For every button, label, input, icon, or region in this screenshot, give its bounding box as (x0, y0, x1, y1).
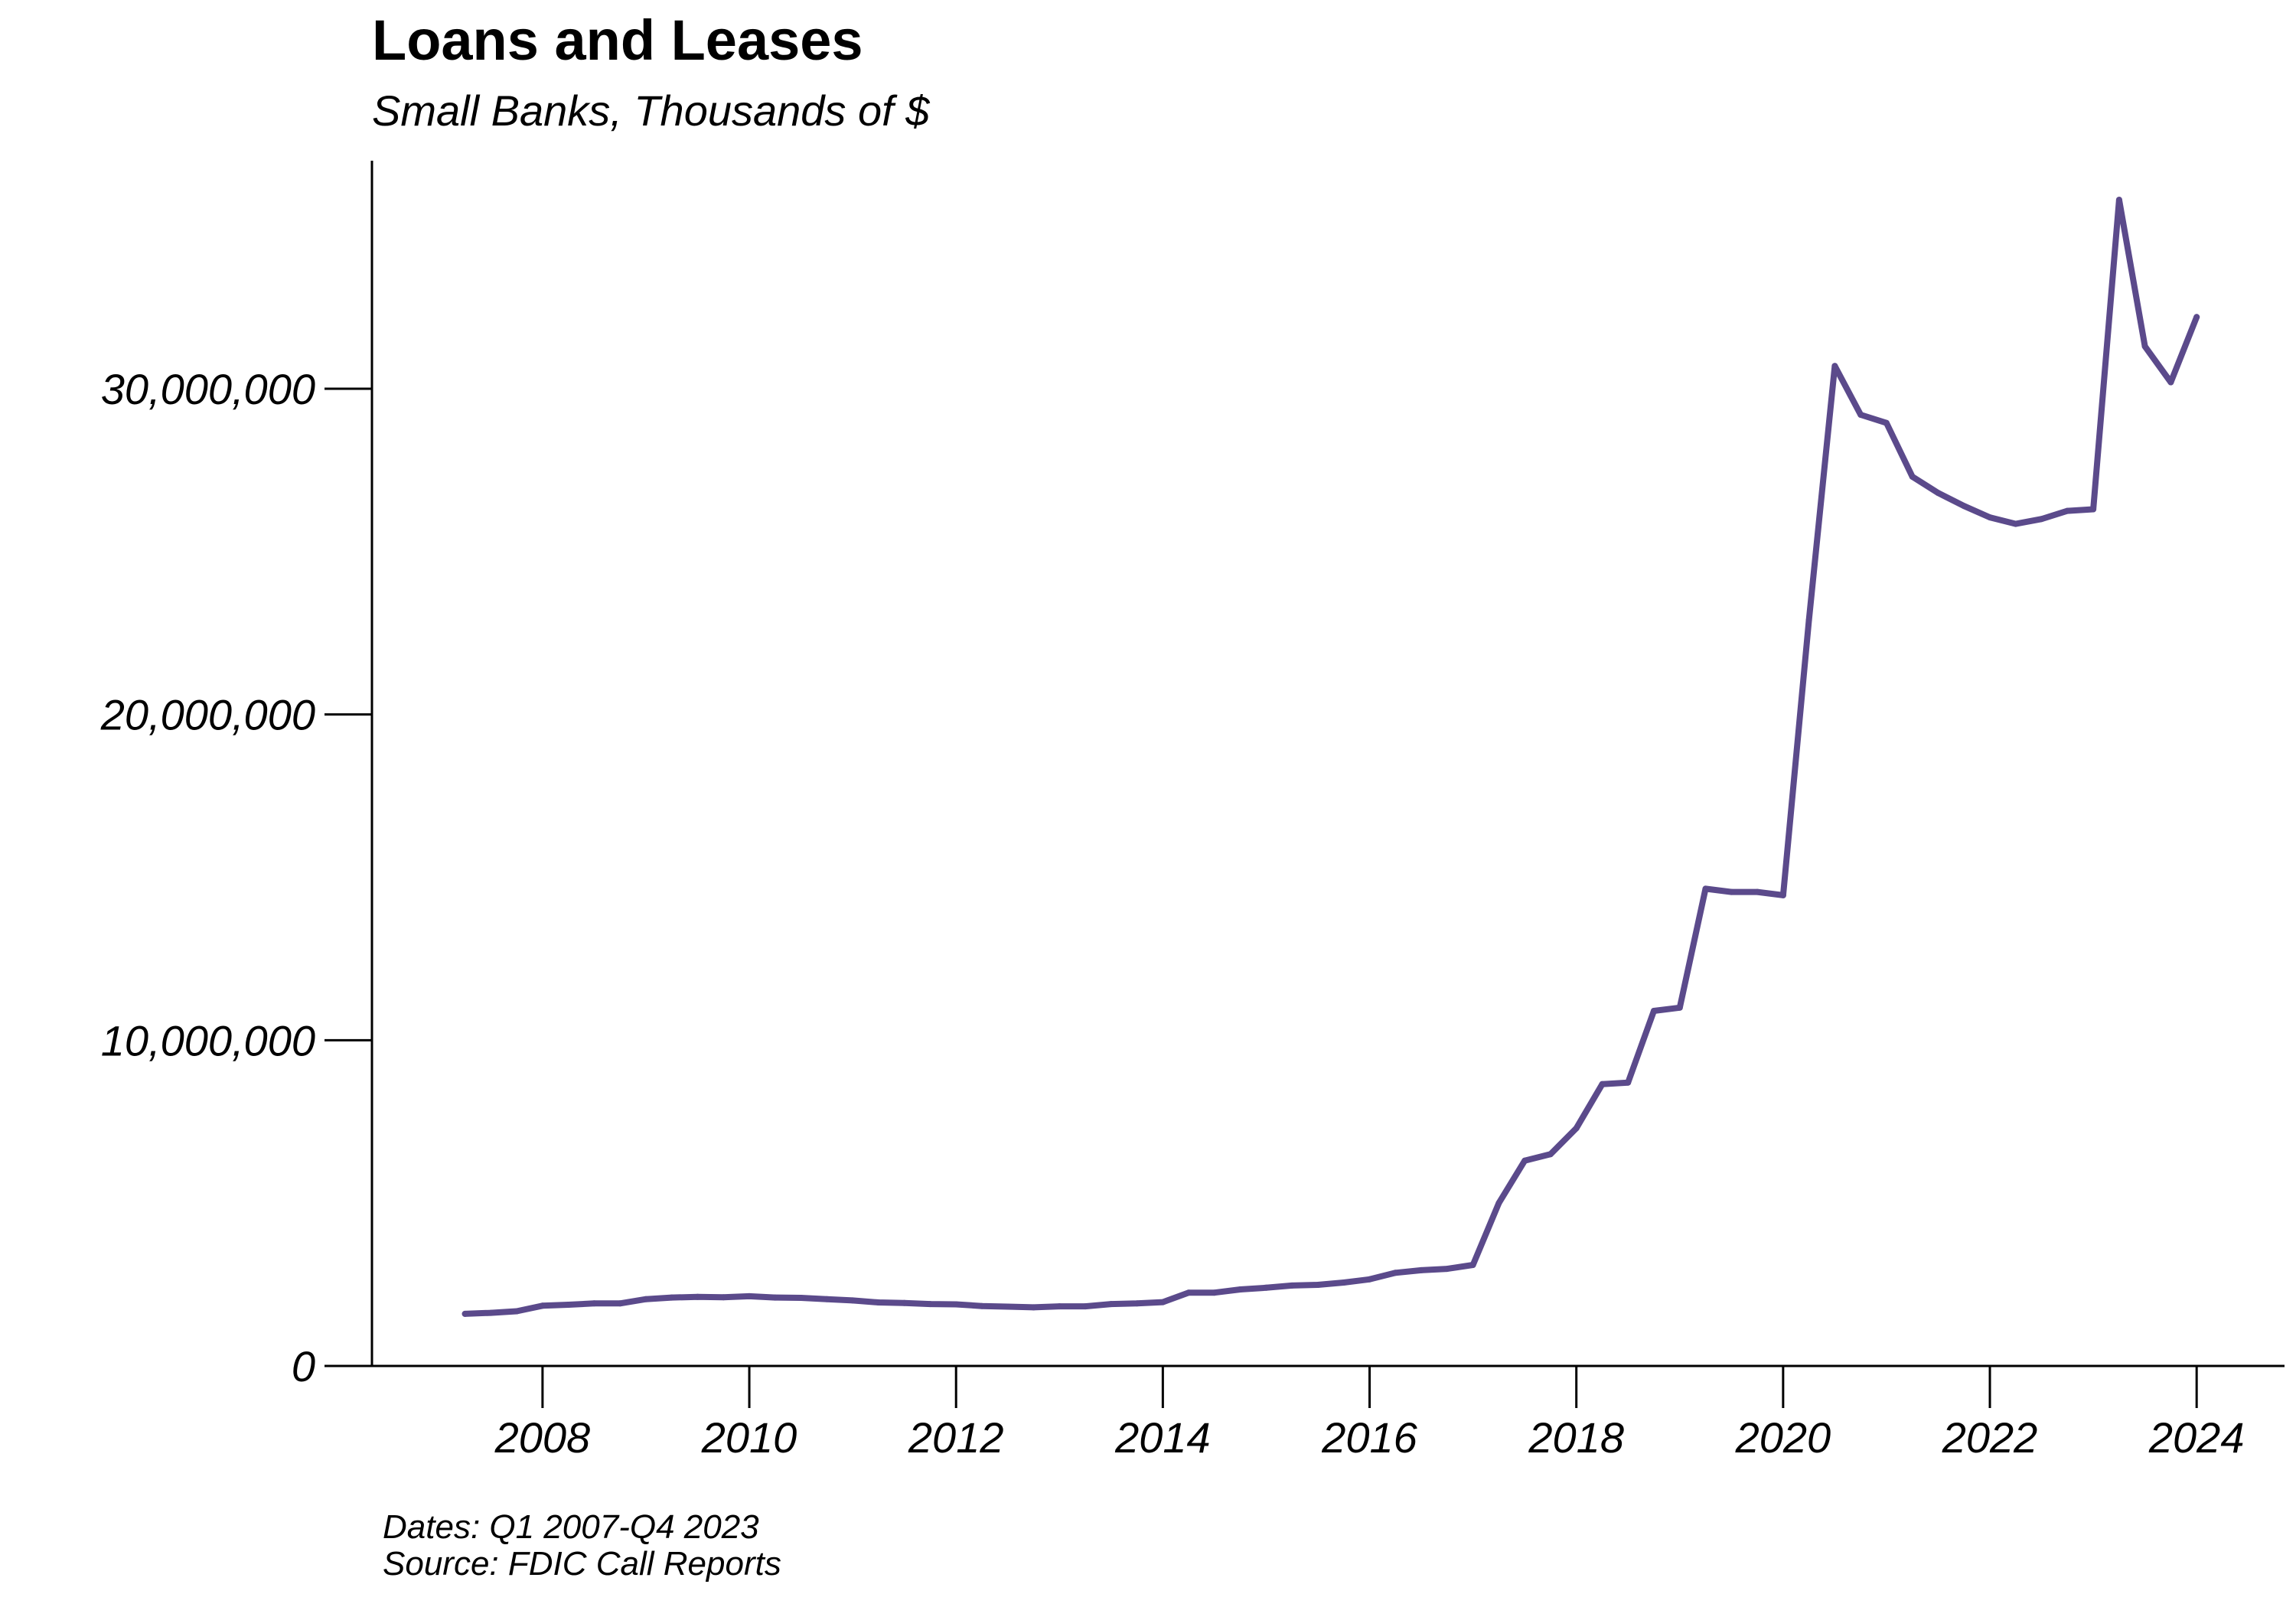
x-tick-label: 2012 (908, 1413, 1004, 1462)
data-point (1443, 1266, 1450, 1273)
data-point (1107, 1301, 1114, 1308)
data-point (488, 1309, 494, 1316)
series-line (461, 197, 2200, 1317)
data-point (1754, 888, 1761, 895)
data-point (1004, 1303, 1011, 1310)
x-axis-ticks: 2008 2010 2012 2014 2016 2018 2020 2022 2024 (494, 1366, 2245, 1462)
data-point (1935, 490, 1942, 497)
data-point (1599, 1081, 1606, 1087)
caption-dates: Dates: Q1 2007-Q4 2023 (383, 1508, 759, 1546)
data-point (2064, 507, 2071, 514)
data-point (720, 1294, 727, 1301)
data-point (1547, 1151, 1554, 1158)
y-tick-label: 0 (292, 1342, 315, 1390)
chart-caption: Dates: Q1 2007-Q4 2023 Source: FDIC Call… (383, 1508, 781, 1583)
data-point (1186, 1289, 1192, 1296)
data-point (746, 1292, 752, 1299)
x-tick-label: 2016 (1321, 1413, 1417, 1462)
data-point (1702, 885, 1709, 892)
data-point (1315, 1282, 1321, 1288)
data-point (694, 1293, 701, 1300)
x-tick-label: 2008 (494, 1413, 591, 1462)
y-tick-label: 30,000,000 (101, 365, 315, 413)
data-point (2193, 314, 2200, 321)
data-point (1495, 1200, 1502, 1207)
data-point (591, 1300, 598, 1307)
data-point (1237, 1286, 1244, 1292)
data-point (1082, 1303, 1089, 1310)
data-point (1418, 1266, 1425, 1273)
data-point (1651, 1008, 1657, 1014)
data-point (668, 1294, 675, 1301)
series-points (461, 197, 2200, 1317)
data-point (875, 1299, 882, 1305)
data-point (1676, 1004, 1683, 1011)
x-tick-label: 2018 (1528, 1413, 1624, 1462)
data-point (953, 1301, 960, 1308)
data-point (1289, 1282, 1296, 1289)
data-point (1211, 1289, 1218, 1296)
data-point (1987, 514, 1993, 521)
data-point (2090, 506, 2097, 513)
data-point (1961, 503, 1968, 510)
data-point (1625, 1079, 1632, 1086)
data-point (565, 1302, 572, 1308)
data-point (461, 1310, 468, 1317)
x-tick-label: 2024 (2148, 1413, 2245, 1462)
data-point (797, 1295, 804, 1301)
chart-subtitle: Small Banks, Thousands of $ (372, 86, 930, 135)
data-point (643, 1296, 649, 1302)
data-point (1728, 888, 1735, 895)
data-point (1831, 363, 1838, 370)
data-point (1857, 412, 1864, 418)
data-point (2012, 520, 2019, 527)
y-tick-label: 10,000,000 (101, 1016, 315, 1064)
data-point (1779, 892, 1786, 898)
data-point (617, 1300, 624, 1307)
data-point (2141, 343, 2148, 350)
data-point (2038, 516, 2045, 523)
data-point (1392, 1270, 1399, 1276)
data-point (2167, 379, 2174, 386)
data-point (771, 1294, 778, 1301)
x-tick-label: 2010 (701, 1413, 797, 1462)
data-point (1805, 617, 1812, 624)
data-point (2115, 197, 2122, 204)
data-point (1573, 1125, 1580, 1132)
x-tick-label: 2014 (1114, 1413, 1211, 1462)
data-point (927, 1301, 934, 1308)
chart-title: Loans and Leases (372, 8, 863, 72)
data-point (1340, 1279, 1347, 1286)
data-point (1159, 1299, 1166, 1305)
x-tick-label: 2022 (1942, 1413, 2038, 1462)
data-point (1469, 1262, 1476, 1268)
y-axis-ticks: 0 10,000,000 20,000,000 30,000,000 (100, 365, 372, 1390)
data-point (1030, 1304, 1037, 1311)
data-point (1133, 1300, 1140, 1307)
x-tick-label: 2020 (1735, 1413, 1831, 1462)
y-tick-label: 20,000,000 (100, 691, 315, 739)
data-point (1909, 473, 1916, 480)
data-point (823, 1296, 830, 1302)
data-point (901, 1299, 908, 1306)
data-point (1366, 1276, 1373, 1283)
data-point (1883, 419, 1890, 426)
data-point (539, 1302, 546, 1309)
caption-source: Source: FDIC Call Reports (383, 1545, 781, 1583)
data-point (979, 1302, 985, 1309)
data-point (850, 1297, 856, 1304)
data-point (1056, 1303, 1063, 1310)
data-point (1263, 1284, 1270, 1291)
data-point (1521, 1157, 1528, 1164)
data-point (514, 1308, 520, 1315)
